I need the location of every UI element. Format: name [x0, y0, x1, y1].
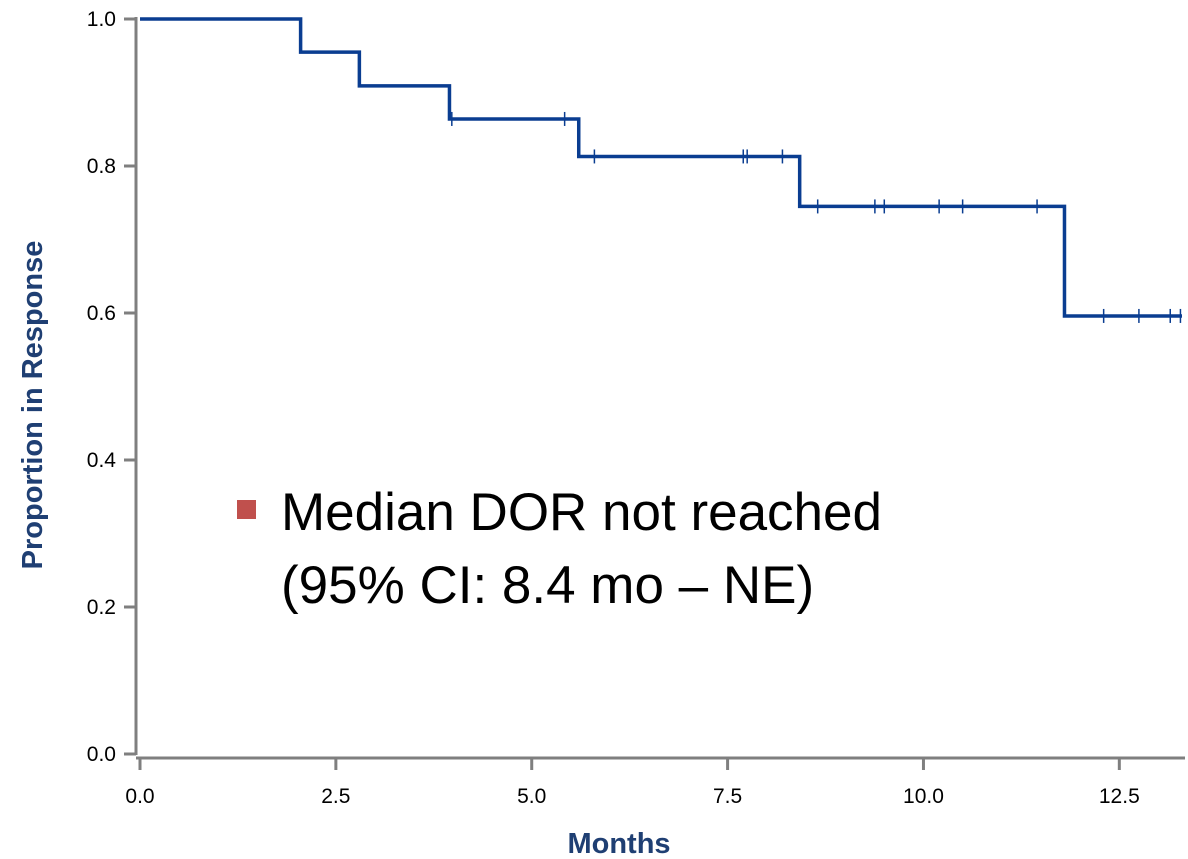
- x-tick-label: 2.5: [321, 785, 350, 808]
- y-tick-label: 1.0: [87, 8, 116, 31]
- x-tick-label: 0.0: [125, 785, 154, 808]
- y-tick-label: 0.8: [87, 155, 116, 178]
- x-axis-title: Months: [567, 828, 670, 859]
- y-tick-label: 0.2: [87, 596, 116, 619]
- x-tick-label: 5.0: [517, 785, 546, 808]
- annotation-line-1: Median DOR not reached: [281, 483, 882, 542]
- y-tick-label: 0.4: [87, 449, 117, 472]
- x-tick-label: 12.5: [1099, 785, 1140, 808]
- x-tick-label: 7.5: [713, 785, 742, 808]
- censor-marks: [451, 111, 1182, 323]
- annotation-bullet: [237, 500, 256, 519]
- annotation-line-2: (95% CI: 8.4 mo – NE): [281, 556, 814, 615]
- x-tick-label: 10.0: [903, 785, 944, 808]
- y-tick-label: 0.0: [87, 743, 116, 766]
- y-axis: 0.0 0.2 0.4 0.6 0.8 1.0: [87, 8, 138, 766]
- km-step-curve: [140, 17, 1182, 318]
- series-layer: [140, 17, 1182, 318]
- y-tick-label: 0.6: [87, 302, 116, 325]
- x-axis: 0.0 2.5 5.0 7.5 10.0 12.5: [125, 756, 1185, 808]
- y-axis-title: Proportion in Response: [17, 241, 49, 570]
